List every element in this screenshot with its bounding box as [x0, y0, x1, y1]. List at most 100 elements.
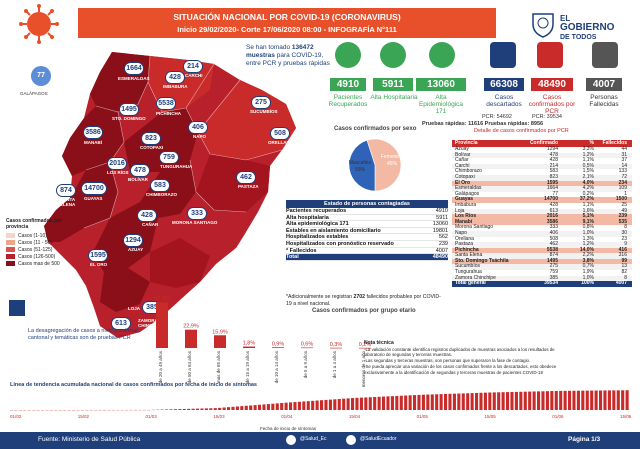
- age-bar-category-label: menores de 1 año: [361, 351, 366, 388]
- province-value-azuay: 1294: [124, 235, 142, 246]
- province-name-loja: Loja: [128, 306, 141, 311]
- trend-bar: [444, 393, 448, 410]
- trend-bar: [390, 396, 394, 410]
- technical-note: Nota técnica -La validación constante id…: [364, 340, 557, 375]
- kpi-epi-value: 13060: [416, 78, 466, 91]
- trend-bar: [621, 390, 625, 410]
- table-row: Orellana 508 1,3% 23: [455, 235, 627, 242]
- trend-bar: [439, 394, 443, 410]
- trend-bar: [506, 392, 510, 410]
- province-name-esmeraldas: Esmeraldas: [118, 76, 150, 81]
- trend-bar: [559, 390, 563, 410]
- trend-bar: [306, 401, 310, 410]
- age-bar: [272, 347, 284, 348]
- trend-bar: [492, 392, 496, 410]
- trend-bar: [235, 406, 239, 410]
- trend-bar: [590, 390, 594, 410]
- trend-bar: [280, 403, 284, 410]
- trend-bar: [271, 403, 275, 410]
- province-value-bolivar: 478: [131, 165, 149, 176]
- age-bar: [359, 347, 371, 349]
- trend-bar: [377, 396, 381, 410]
- province-value-cotopaxi: 823: [142, 133, 160, 144]
- trend-bar: [315, 400, 319, 410]
- trend-bar: [209, 408, 213, 410]
- province-name-tungurahua: Tungurahua: [160, 164, 193, 169]
- legend-swatch: [6, 240, 15, 245]
- legend-item: Casos (126-500): [6, 253, 66, 260]
- kpi-discarded-label: Casos descartados: [486, 94, 522, 108]
- trend-bar: [293, 402, 297, 410]
- trend-bar: [382, 396, 386, 410]
- trend-bar: [545, 391, 549, 410]
- pie-slice-femenino: [348, 139, 376, 192]
- trend-bar: [395, 395, 399, 410]
- age-bar-category-label: de 15 a 19 años: [245, 350, 250, 383]
- pie-slice-masculino: [366, 138, 402, 192]
- trend-bar: [249, 405, 253, 410]
- trend-bar: [191, 408, 195, 410]
- epidemiological-icon: [429, 42, 455, 68]
- trend-bar: [213, 408, 217, 410]
- table-row: Sucumbíos 275 0,7% 13: [452, 264, 632, 271]
- province-value-morona-santiago: 333: [188, 208, 206, 219]
- trend-bar: [497, 392, 501, 410]
- province-value-santa-elena: 874: [57, 185, 75, 196]
- trend-tick-label: 01/04: [281, 414, 293, 419]
- trend-bar: [519, 391, 523, 410]
- table-row: Sto. Domingo Tsáchila 1495 3,8% 99: [452, 258, 632, 265]
- trend-bar: [342, 398, 346, 410]
- trend-bar: [603, 390, 607, 410]
- trend-bar: [337, 398, 341, 410]
- twitter-handle[interactable]: @Salud_Ec: [300, 436, 327, 442]
- sex-pie-chart: Masculino 55% Femenino 45%: [348, 138, 403, 192]
- province-name-chimborazo: Chimborazo: [146, 192, 177, 197]
- trend-bar: [430, 394, 434, 410]
- table-row: Carchi 214 0,5% 14: [452, 163, 632, 170]
- age-bar-chart: 57,3% de 20 a 49 años 22,9% de 50 a 64 años…: [154, 296, 371, 388]
- trend-bar: [346, 398, 350, 410]
- trend-bar: [501, 392, 505, 410]
- trend-bar: [435, 394, 439, 410]
- trend-tick-label: 01/02: [10, 414, 22, 419]
- footer-source: Fuente: Ministerio de Salud Pública: [38, 436, 141, 443]
- table-row: Loja 613 1,6% 49: [452, 208, 632, 215]
- age-bar-value-label: 57,3%: [154, 296, 170, 302]
- legend-item: Casos mas de 500: [6, 260, 66, 267]
- trend-tick-label: 15/04: [349, 414, 361, 419]
- age-bar: [243, 346, 255, 348]
- trend-tick-label: 15/02: [78, 414, 90, 419]
- table-total-row: Total 48490: [286, 254, 448, 261]
- trend-bar: [541, 391, 545, 410]
- province-name-manabi: Manabí: [84, 140, 102, 145]
- masculino-label: Masculino: [349, 160, 372, 166]
- trend-bar: [244, 405, 248, 410]
- trend-bar: [324, 399, 328, 410]
- trend-bar: [585, 390, 589, 410]
- trend-bar: [169, 409, 173, 410]
- trend-bar: [470, 393, 474, 410]
- age-bar-category-label: de 10 a 14 años: [274, 350, 279, 383]
- table-row: Azuay 1294 3,3% 44: [455, 146, 627, 152]
- age-bar: [301, 347, 313, 349]
- table-row: Cañar 428 1,1% 37: [455, 157, 627, 164]
- map-legend: Casos confirmados por provincia Casos (1…: [6, 218, 66, 267]
- province-value-loja: 613: [112, 318, 130, 329]
- trend-bar: [182, 408, 186, 410]
- legend-swatch: [6, 233, 15, 238]
- trend-bar: [351, 398, 355, 410]
- age-bar: [156, 302, 168, 348]
- trend-bar: [607, 390, 611, 410]
- twitter-icon: [286, 435, 296, 445]
- province-name-los-rios: Los Ríos: [107, 170, 129, 175]
- facebook-handle[interactable]: @SaludEcuador: [360, 436, 397, 442]
- header-banner: SITUACIÓN NACIONAL POR COVID-19 (CORONAV…: [78, 8, 496, 38]
- trend-bar: [554, 390, 558, 410]
- trend-bar: [328, 399, 332, 410]
- trend-bar: [537, 391, 541, 410]
- trend-bar: [368, 397, 372, 410]
- province-name-cotopaxi: Cotopaxi: [140, 145, 164, 150]
- facebook-icon: [346, 435, 356, 445]
- legend-title: Casos confirmados por provincia: [6, 218, 62, 230]
- kpi-deaths-value: 4007: [586, 78, 622, 91]
